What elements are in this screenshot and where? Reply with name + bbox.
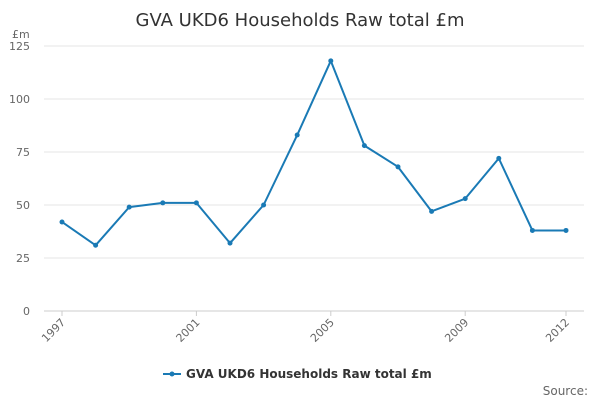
x-tick-label: 2001: [174, 316, 203, 345]
y-axis-unit-label: £m: [12, 28, 30, 41]
data-point[interactable]: [361, 143, 367, 149]
gridlines: [44, 45, 584, 312]
y-tick-label: 100: [9, 93, 30, 106]
y-tick-label: 50: [16, 199, 30, 212]
legend[interactable]: GVA UKD6 Households Raw total £m: [163, 367, 432, 381]
data-point[interactable]: [227, 240, 233, 246]
data-point[interactable]: [496, 155, 502, 161]
y-tick-label: 25: [16, 252, 30, 265]
x-axis-tick-labels: 1997 2001 2005 2009 2012: [39, 311, 572, 345]
x-tick-label: 2009: [442, 316, 471, 345]
data-point[interactable]: [462, 196, 468, 202]
legend-label: GVA UKD6 Households Raw total £m: [186, 367, 432, 381]
y-tick-label: 125: [9, 40, 30, 53]
source-label: Source:: [543, 384, 588, 398]
data-point[interactable]: [261, 202, 267, 208]
y-tick-label: 0: [23, 305, 30, 318]
data-point[interactable]: [93, 242, 99, 248]
data-point[interactable]: [328, 58, 334, 64]
y-axis-tick-labels: 0 25 50 75 100 125: [9, 40, 30, 318]
series-layer: [59, 58, 569, 248]
x-tick-label: 2005: [308, 316, 337, 345]
y-tick-label: 75: [16, 146, 30, 159]
data-point[interactable]: [193, 200, 199, 206]
data-point[interactable]: [126, 204, 132, 210]
data-point[interactable]: [160, 200, 166, 206]
chart-title: GVA UKD6 Households Raw total £m: [136, 10, 465, 31]
legend-marker: [169, 371, 175, 377]
data-point[interactable]: [294, 132, 300, 138]
data-point[interactable]: [59, 219, 65, 225]
x-tick-label: 2012: [543, 316, 572, 345]
data-point[interactable]: [563, 227, 569, 233]
x-tick-label: 1997: [39, 316, 68, 345]
data-point[interactable]: [529, 227, 535, 233]
data-point[interactable]: [429, 208, 435, 214]
series-line: [61, 59, 566, 247]
data-point[interactable]: [395, 164, 401, 170]
